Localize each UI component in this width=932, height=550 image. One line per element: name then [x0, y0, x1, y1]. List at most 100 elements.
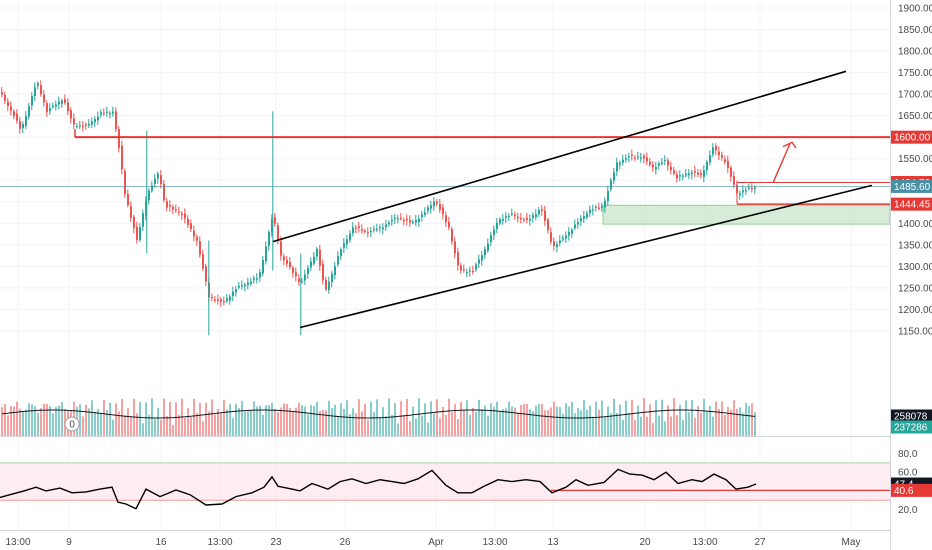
candle-body — [178, 211, 180, 213]
volume-bar — [421, 415, 423, 436]
volume-bar — [169, 402, 171, 436]
candle-body — [295, 272, 297, 277]
volume-bar — [526, 404, 528, 436]
candle-body — [586, 213, 588, 218]
candle-body — [454, 241, 456, 254]
candle-body — [634, 157, 636, 159]
volume-bar — [397, 423, 399, 436]
candle-body — [535, 214, 537, 218]
volume-bar — [601, 400, 603, 436]
candle-body — [319, 249, 321, 266]
volume-bar — [151, 398, 153, 436]
volume-bar — [613, 398, 615, 436]
candle-body — [268, 231, 270, 246]
candle-body — [664, 159, 666, 162]
candle-body — [553, 241, 555, 247]
candle-body — [487, 243, 489, 251]
rsi-tag: 40.6 — [891, 483, 932, 497]
candle-body — [718, 151, 720, 156]
candle-body — [715, 145, 717, 151]
time-tick-label: 20 — [639, 537, 651, 548]
volume-bar — [751, 403, 753, 436]
volume-bar — [502, 409, 504, 436]
candle-body — [301, 281, 303, 283]
candle-body — [556, 244, 558, 248]
volume-bar — [88, 408, 90, 436]
volume-bar — [223, 399, 225, 436]
candle-body — [733, 176, 735, 185]
volume-bar — [400, 401, 402, 436]
candle-body — [244, 284, 246, 287]
candle-body — [88, 124, 90, 126]
volume-bar — [628, 412, 630, 436]
volume-bar — [379, 417, 381, 436]
volume-bar — [103, 399, 105, 436]
volume-bar — [514, 407, 516, 436]
volume-bar — [292, 412, 294, 436]
candle-body — [265, 246, 267, 262]
volume-bar — [199, 402, 201, 436]
volume-bar — [145, 402, 147, 436]
candle-body — [646, 157, 648, 162]
rsi-tag-text: 40.6 — [894, 486, 914, 497]
volume-bar — [640, 416, 642, 436]
price-tick-label: 1350.00 — [898, 240, 932, 251]
candle-body — [16, 113, 18, 121]
candle-body — [142, 213, 144, 227]
channel-lower-line — [299, 184, 873, 329]
candle-body — [229, 296, 231, 301]
time-tick-label: 16 — [155, 537, 167, 548]
candle-body — [46, 103, 48, 112]
candle-body — [661, 162, 663, 164]
candle-body — [166, 201, 168, 208]
candle-body — [97, 116, 99, 121]
candle-body — [631, 154, 633, 156]
price-tick-label: 1150.00 — [898, 326, 932, 337]
candle-body — [130, 206, 132, 218]
candle-body — [409, 219, 411, 223]
candle-body — [550, 232, 552, 242]
price-axis: 1900.00 1850.00 1800.00 1750.00 1700.00 1650.… — [898, 4, 932, 338]
volume-bar — [469, 414, 471, 436]
volume-bar — [91, 400, 93, 436]
candle-body — [547, 219, 549, 231]
volume-bar — [724, 415, 726, 436]
candle-body — [496, 222, 498, 229]
volume-bar — [559, 407, 561, 436]
candle-body — [64, 99, 66, 103]
volume-bar — [328, 400, 330, 436]
candle-body — [364, 230, 366, 233]
candle-body — [724, 159, 726, 163]
volume-bar — [382, 407, 384, 436]
candle-body — [679, 175, 681, 177]
volume-bar — [733, 400, 735, 436]
volume-bar — [532, 411, 534, 436]
candle-body — [559, 240, 561, 243]
price-tag: 1444.45 — [891, 197, 932, 211]
price-tick-label: 1900.00 — [898, 4, 932, 15]
candle-body — [262, 259, 264, 274]
candle-body — [133, 216, 135, 229]
volume-bar — [538, 403, 540, 436]
volume-bar — [217, 408, 219, 436]
candle-body — [541, 209, 543, 212]
candle-body — [427, 207, 429, 211]
grid — [0, 0, 890, 530]
volume-bar — [313, 405, 315, 436]
candle-body — [154, 178, 156, 185]
volume-bar — [157, 407, 159, 436]
candle-body — [121, 145, 123, 170]
candle-body — [283, 256, 285, 261]
volume-bar — [373, 412, 375, 436]
volume-bar — [385, 416, 387, 436]
volume-bar — [205, 402, 207, 436]
volume-bar — [229, 403, 231, 436]
volume-tag-bg — [891, 409, 932, 423]
candle-body — [694, 170, 696, 173]
candle-body — [388, 222, 390, 225]
candle-body — [181, 213, 183, 215]
demand-zone — [602, 204, 891, 225]
volume-bar — [346, 400, 348, 436]
candle-body — [355, 227, 357, 229]
